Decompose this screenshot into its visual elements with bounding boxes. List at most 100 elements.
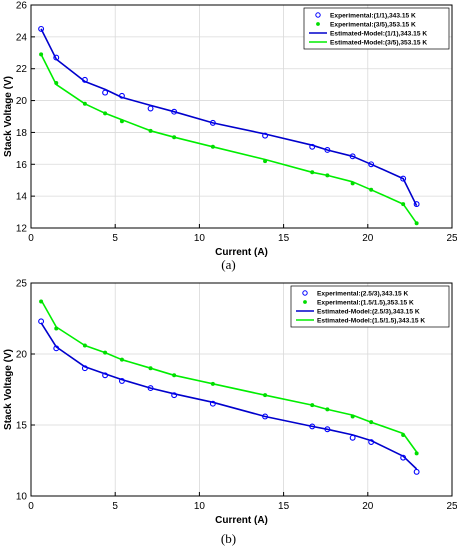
y-tick-label: 24 [16,32,28,43]
data-point [39,52,44,57]
y-tick-label: 20 [16,350,28,361]
data-point [102,89,109,96]
data-point [369,187,374,192]
data-point [349,153,356,160]
y-tick-label: 20 [16,96,28,107]
y-tick-label: 10 [16,492,28,503]
data-point [53,54,60,61]
chart-a: 0 5 10 15 20 25 12 14 16 18 20 22 24 26 Current (A) Sta… [3,1,457,259]
chart-panel-b: 0 5 10 15 20 25 10 15 20 25 Current (A) Stack Volta… [0,275,457,550]
legend-entry-label: Experimental:(1.5/1.5),353.15 K [317,300,414,307]
chart-panel-a: 0 5 10 15 20 25 12 14 16 18 20 22 24 26 Current (A) Sta… [0,0,457,275]
x-axis-label: Current (A) [215,515,268,526]
data-point [147,105,154,112]
data-point [171,108,178,115]
series-line-2 [40,322,418,470]
data-point [119,357,124,362]
legend-swatch-marker [316,22,320,26]
legend-entry-label: Estimated-Model:(1.5/1.5),343.15 K [317,318,425,325]
data-point [38,25,45,32]
legend: Experimental:(2.5/3),343.15 K Experimenta… [290,285,450,328]
x-tick-label: 15 [278,501,290,512]
data-point [210,144,215,149]
x-tick-label: 10 [194,233,206,244]
data-point [39,299,44,304]
data-point [103,111,108,116]
data-point [262,132,269,139]
data-point [118,378,125,384]
data-point [350,181,355,186]
data-point [349,434,356,441]
data-point [54,81,59,86]
data-point [350,414,355,419]
data-point [82,343,87,348]
x-axis-label: Current (A) [215,247,268,258]
legend-swatch-marker [303,300,307,304]
data-point [148,128,153,133]
plot-frame [30,4,453,229]
data-point [147,385,154,392]
data-point [368,439,375,445]
data-point [413,468,420,475]
panel-label-b: (b) [220,531,237,546]
legend-box [290,285,450,328]
data-point [171,392,178,399]
data-point [414,451,419,456]
legend-entry-label: Estimated-Model:(1/1),343.15 K [330,31,427,38]
data-point [401,432,406,437]
y-tick-label: 18 [16,128,28,139]
data-point [209,400,216,407]
data-point [400,454,407,461]
data-point [400,175,407,182]
x-tick-label: 5 [112,501,118,512]
data-point [413,201,420,208]
x-tick-label: 20 [362,501,374,512]
chart-b: 0 5 10 15 20 25 10 15 20 25 Current (A) Stack Volta… [3,279,457,527]
data-point [309,143,316,150]
legend-entry-label: Experimental:(2.5/3),343.15 K [317,291,408,298]
data-point [309,423,316,430]
legend-swatch-marker [302,290,308,296]
legend-swatch-marker [315,12,321,18]
data-point [81,76,88,83]
y-axis-label: Stack Voltage (V) [3,76,14,157]
legend: Experimental:(1/1),343.15 K Experimental:… [303,7,450,50]
data-point [81,365,88,372]
y-tick-label: 25 [16,279,28,290]
data-point [263,159,268,164]
data-point [325,407,330,412]
data-point [414,221,419,226]
legend-entry-label: Experimental:(3/5),353.15 K [330,22,416,29]
data-point [118,92,125,99]
data-point [38,318,45,325]
y-axis-label: Stack Voltage (V) [3,349,14,430]
data-point [119,119,124,124]
data-point [172,373,177,378]
legend-entry-label: Experimental:(1/1),343.15 K [330,13,416,20]
y-tick-label: 12 [16,224,28,235]
data-point [54,326,59,331]
data-point [368,161,375,168]
data-point [324,426,331,433]
data-point [263,393,268,398]
x-tick-label: 0 [28,501,34,512]
x-tick-label: 10 [194,501,206,512]
plot-frame [30,282,453,497]
data-point [103,350,108,355]
legend-box [303,7,450,50]
data-point [82,101,87,106]
y-tick-label: 26 [16,1,28,12]
data-point [148,366,153,371]
legend-entry-label: Estimated-Model:(3/5),353.15 K [330,40,427,47]
x-tick-label: 5 [112,233,118,244]
data-point [209,119,216,126]
data-point [210,381,215,386]
data-point [310,170,315,175]
x-tick-label: 0 [28,233,34,244]
x-tick-label: 15 [278,233,290,244]
data-point [324,147,331,153]
data-point [310,403,315,408]
data-point [325,173,330,178]
data-point [53,345,60,352]
y-tick-label: 14 [16,192,28,203]
